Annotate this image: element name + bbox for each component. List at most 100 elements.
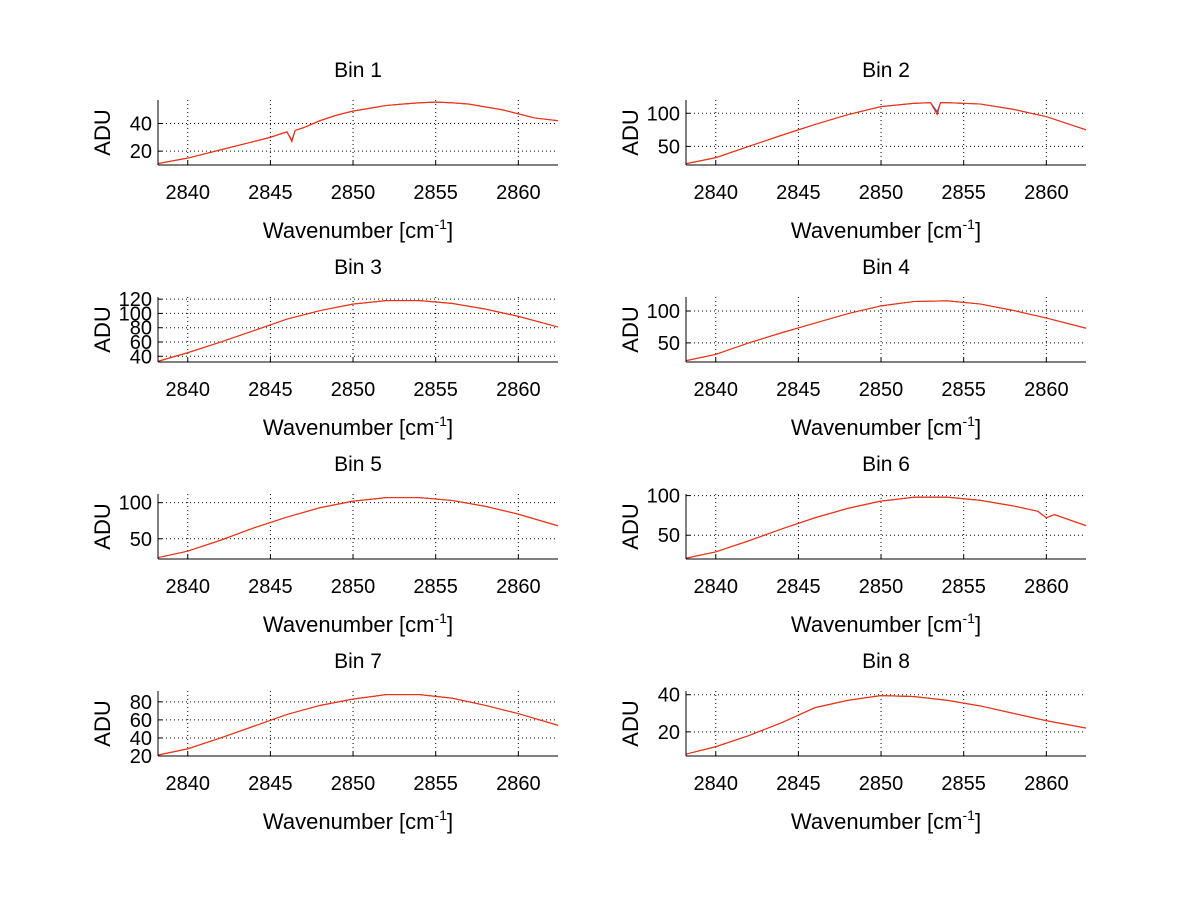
subplot-title: Bin 3 bbox=[334, 256, 382, 279]
x-tick-label: 2840 bbox=[694, 576, 739, 598]
subplot-title: Bin 7 bbox=[334, 650, 382, 673]
subplot-title: Bin 2 bbox=[862, 59, 910, 82]
subplot-title: Bin 4 bbox=[862, 256, 910, 279]
x-axis-label-sup: -1 bbox=[435, 807, 448, 823]
x-axis-label: Wavenumber [cm-1] bbox=[791, 807, 981, 834]
y-tick-label: 50 bbox=[658, 333, 680, 355]
x-axis-label-tail: ] bbox=[447, 218, 453, 243]
spectrum-blue-line bbox=[157, 694, 559, 756]
y-tick-label: 20 bbox=[130, 141, 152, 163]
y-tick-label: 80 bbox=[130, 318, 152, 340]
y-axis-label: ADU bbox=[90, 306, 115, 352]
x-axis-label-main: Wavenumber [cm bbox=[791, 415, 963, 440]
y-tick-label: 40 bbox=[130, 114, 152, 136]
spectrum-red-line bbox=[157, 694, 559, 756]
spectrum-red-line bbox=[157, 497, 559, 559]
x-axis-label: Wavenumber [cm-1] bbox=[791, 216, 981, 243]
x-tick-label: 2840 bbox=[694, 182, 739, 204]
y-tick-label: 50 bbox=[658, 136, 680, 158]
x-axis-label: Wavenumber [cm-1] bbox=[791, 413, 981, 440]
subplot-bin-8: 2840 2845 2850 2855 2860 20 40 Bin 8 Wavenumber … bbox=[618, 650, 1087, 834]
x-tick-label: 2850 bbox=[331, 379, 376, 401]
x-tick-label: 2840 bbox=[166, 773, 211, 795]
y-tick-label: 100 bbox=[119, 303, 152, 325]
y-tick-label: 100 bbox=[647, 301, 680, 323]
y-tick-label: 100 bbox=[647, 486, 680, 508]
y-tick-label: 60 bbox=[130, 710, 152, 732]
x-tick-label: 2855 bbox=[413, 379, 458, 401]
y-tick-label: 100 bbox=[119, 493, 152, 515]
x-tick-label: 2840 bbox=[694, 379, 739, 401]
x-axis-label-tail: ] bbox=[975, 218, 981, 243]
x-tick-label: 2855 bbox=[413, 773, 458, 795]
spectrum-red-line bbox=[685, 102, 1087, 165]
y-axis-label: ADU bbox=[618, 700, 643, 746]
y-tick-label: 20 bbox=[658, 722, 680, 744]
y-tick-label: 50 bbox=[658, 525, 680, 547]
spectrum-blue-line bbox=[685, 300, 1087, 362]
x-tick-label: 2850 bbox=[859, 773, 904, 795]
x-axis-label: Wavenumber [cm-1] bbox=[263, 610, 453, 637]
spectrum-red-line bbox=[157, 101, 559, 165]
x-axis-label-main: Wavenumber [cm bbox=[263, 612, 435, 637]
x-axis-label-main: Wavenumber [cm bbox=[791, 809, 963, 834]
x-axis-label-sup: -1 bbox=[435, 413, 448, 429]
spectrum-red-line bbox=[685, 496, 1087, 559]
x-axis-label-main: Wavenumber [cm bbox=[791, 218, 963, 243]
x-tick-label: 2860 bbox=[1024, 773, 1069, 795]
x-axis-label-main: Wavenumber [cm bbox=[263, 415, 435, 440]
x-tick-label: 2845 bbox=[248, 182, 293, 204]
x-tick-label: 2845 bbox=[248, 379, 293, 401]
x-axis-label-sup: -1 bbox=[435, 610, 448, 626]
x-tick-label: 2840 bbox=[166, 576, 211, 598]
spectrum-red-line bbox=[685, 300, 1087, 362]
y-tick-label: 40 bbox=[658, 685, 680, 707]
x-axis-label-sup: -1 bbox=[963, 610, 976, 626]
x-axis-label: Wavenumber [cm-1] bbox=[791, 610, 981, 637]
x-tick-label: 2860 bbox=[1024, 379, 1069, 401]
x-axis-label-main: Wavenumber [cm bbox=[263, 218, 435, 243]
subplot-bin-4: 2840 2845 2850 2855 2860 50 100 Bin 4 Wavenumber… bbox=[618, 256, 1087, 440]
y-axis-label: ADU bbox=[90, 503, 115, 549]
x-tick-label: 2840 bbox=[166, 182, 211, 204]
spectrum-blue-line bbox=[157, 300, 559, 362]
spectrum-blue-line bbox=[685, 496, 1087, 559]
subplot-title: Bin 8 bbox=[862, 650, 910, 673]
y-tick-label: 50 bbox=[130, 529, 152, 551]
x-tick-label: 2845 bbox=[776, 576, 821, 598]
subplot-title: Bin 5 bbox=[334, 453, 382, 476]
y-tick-label: 100 bbox=[647, 103, 680, 125]
x-axis-label: Wavenumber [cm-1] bbox=[263, 413, 453, 440]
y-axis-label: ADU bbox=[618, 306, 643, 352]
spectrum-blue-line bbox=[157, 101, 559, 165]
x-tick-label: 2850 bbox=[859, 379, 904, 401]
x-axis-label: Wavenumber [cm-1] bbox=[263, 807, 453, 834]
x-axis-label-tail: ] bbox=[975, 612, 981, 637]
x-axis-label: Wavenumber [cm-1] bbox=[263, 216, 453, 243]
spectrum-red-line bbox=[157, 300, 559, 362]
y-tick-label: 60 bbox=[130, 332, 152, 354]
x-tick-label: 2850 bbox=[859, 182, 904, 204]
x-axis-label-tail: ] bbox=[975, 809, 981, 834]
spectrum-red-line bbox=[685, 695, 1087, 755]
x-tick-label: 2845 bbox=[248, 773, 293, 795]
subplot-bin-2: 2840 2845 2850 2855 2860 50 100 Bin 2 Wavenumber… bbox=[618, 59, 1087, 243]
x-axis-label-tail: ] bbox=[975, 415, 981, 440]
x-tick-label: 2855 bbox=[941, 182, 986, 204]
x-tick-label: 2850 bbox=[331, 182, 376, 204]
y-axis-label: ADU bbox=[90, 109, 115, 155]
x-axis-label-main: Wavenumber [cm bbox=[791, 612, 963, 637]
x-axis-label-sup: -1 bbox=[963, 413, 976, 429]
x-tick-label: 2850 bbox=[859, 576, 904, 598]
x-axis-label-main: Wavenumber [cm bbox=[263, 809, 435, 834]
x-tick-label: 2860 bbox=[1024, 576, 1069, 598]
x-tick-label: 2855 bbox=[941, 576, 986, 598]
y-tick-label: 20 bbox=[130, 746, 152, 768]
x-tick-label: 2860 bbox=[496, 182, 541, 204]
x-tick-label: 2855 bbox=[941, 379, 986, 401]
x-tick-label: 2860 bbox=[496, 773, 541, 795]
x-tick-label: 2850 bbox=[331, 576, 376, 598]
subplot-bin-5: 2840 2845 2850 2855 2860 50 100 Bin 5 Wavenumber… bbox=[90, 453, 559, 637]
